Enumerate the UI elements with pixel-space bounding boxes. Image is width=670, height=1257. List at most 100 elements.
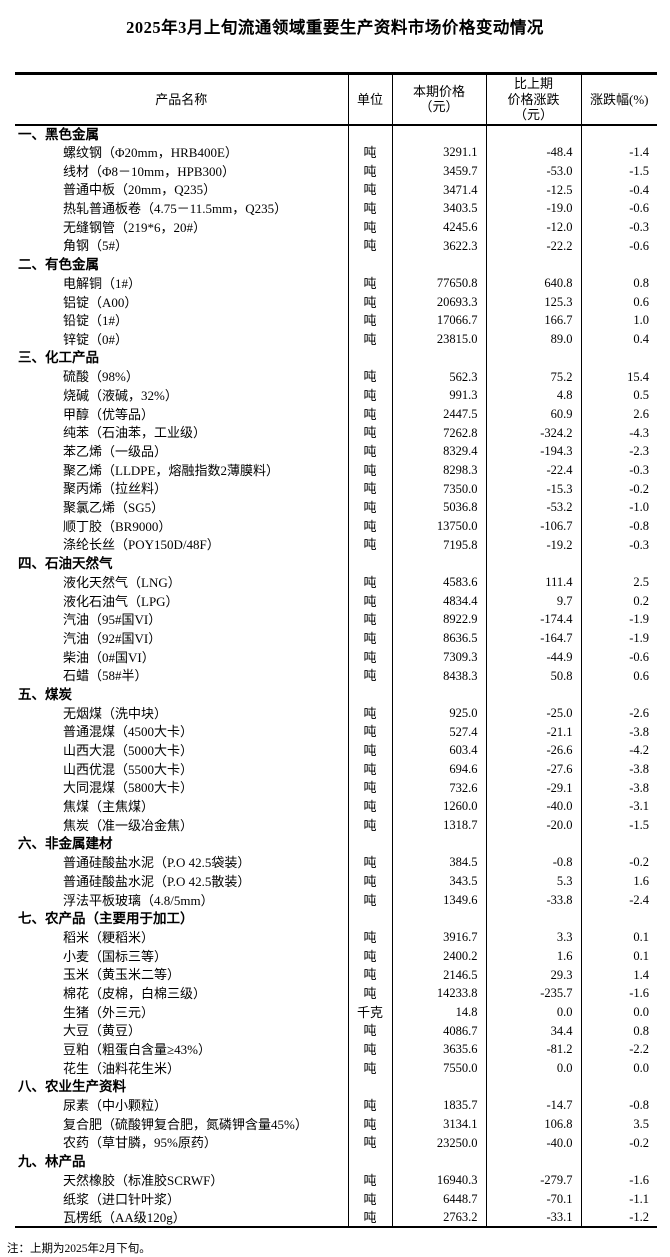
pct-cell: -0.2 <box>580 853 657 872</box>
table-row: 小麦（国标三等） 吨 2400.2 1.6 0.1 <box>15 946 657 966</box>
product-name-cell: 无烟煤（洗中块） <box>63 705 168 721</box>
product-name-cell: 稻米（粳稻米） <box>63 929 155 945</box>
section-row: 五、煤炭 <box>15 685 657 704</box>
price-cell: 4245.6 <box>391 217 486 237</box>
pct-cell: 0.6 <box>580 666 657 686</box>
pct-cell <box>580 1152 657 1171</box>
price-cell: 7309.3 <box>391 647 486 667</box>
price-cell: 17066.7 <box>391 311 486 331</box>
product-name-cell: 顺丁胶（BR9000） <box>63 518 172 534</box>
price-cell: 1835.7 <box>391 1096 486 1115</box>
pct-cell <box>580 1077 657 1097</box>
change-cell <box>485 255 581 274</box>
pct-cell: -1.5 <box>580 161 657 181</box>
table-row: 稻米（粳稻米） 吨 3916.7 3.3 0.1 <box>15 928 657 947</box>
product-name-cell: 天然橡胶（标准胶SCRWF） <box>63 1172 224 1188</box>
table-row: 普通硅酸盐水泥（P.O 42.5袋装） 吨 384.5 -0.8 -0.2 <box>15 853 657 872</box>
change-cell: 3.3 <box>485 928 581 947</box>
unit-cell: 吨 <box>347 516 392 536</box>
unit-cell: 吨 <box>347 1021 392 1041</box>
change-cell: 166.7 <box>485 311 581 331</box>
product-name-cell: 汽油（95#国VI） <box>63 612 162 628</box>
unit-cell: 吨 <box>347 367 392 387</box>
change-cell: -21.1 <box>485 722 581 742</box>
change-cell: 50.8 <box>485 666 581 686</box>
price-cell: 3471.4 <box>391 180 486 200</box>
change-cell: -44.9 <box>485 647 581 667</box>
unit-cell: 吨 <box>347 610 392 630</box>
price-cell: 603.4 <box>391 741 486 760</box>
product-name-cell: 复合肥（硫酸钾复合肥，氮磷钾含量45%） <box>63 1116 308 1132</box>
change-cell: -53.0 <box>485 161 581 181</box>
pct-cell: 0.8 <box>580 274 657 293</box>
product-name-cell: 烧碱（液碱，32%） <box>63 387 178 403</box>
product-name-cell: 电解铜（1#） <box>63 275 142 291</box>
change-cell: -70.1 <box>485 1189 581 1209</box>
change-cell: -194.3 <box>485 442 581 461</box>
pct-cell: -0.4 <box>580 180 657 200</box>
change-cell: -12.5 <box>485 180 581 200</box>
price-cell <box>391 1152 486 1171</box>
table-row: 螺纹钢（Φ20mm，HRB400E） 吨 3291.1 -48.4 -1.4 <box>15 143 657 162</box>
pct-cell: -3.8 <box>580 759 657 779</box>
product-name-cell: 无缝钢管（219*6，20#） <box>63 219 207 235</box>
section-label: 七、农产品（主要用于加工） <box>18 910 194 926</box>
table-row: 普通中板（20mm，Q235） 吨 3471.4 -12.5 -0.4 <box>15 180 657 200</box>
change-cell: -235.7 <box>485 984 581 1003</box>
unit-cell: 吨 <box>347 759 392 779</box>
pct-cell: -3.1 <box>580 797 657 816</box>
change-cell: 60.9 <box>485 404 581 424</box>
unit-cell <box>347 834 392 854</box>
price-cell: 5036.8 <box>391 498 486 517</box>
pct-cell: -1.6 <box>580 1171 657 1190</box>
price-cell: 16940.3 <box>391 1171 486 1190</box>
table-row: 焦炭（准一级冶金焦） 吨 1318.7 -20.0 -1.5 <box>15 815 657 835</box>
product-name-cell: 豆粕（粗蛋白含量≥43%） <box>63 1042 211 1058</box>
change-cell: -26.6 <box>485 741 581 760</box>
change-cell <box>485 1077 581 1097</box>
change-cell: -33.1 <box>485 1208 581 1228</box>
price-cell: 20693.3 <box>391 292 486 312</box>
unit-cell <box>347 1077 392 1097</box>
pct-cell <box>580 255 657 274</box>
change-cell <box>485 909 581 929</box>
price-cell: 3916.7 <box>391 928 486 947</box>
unit-cell: 吨 <box>347 217 392 237</box>
unit-cell: 吨 <box>347 386 392 405</box>
change-cell: -48.4 <box>485 143 581 162</box>
price-cell: 7195.8 <box>391 535 486 555</box>
pct-cell: 0.8 <box>580 1021 657 1041</box>
unit-cell <box>347 909 392 929</box>
unit-cell: 吨 <box>347 946 392 966</box>
change-cell: 75.2 <box>485 367 581 387</box>
change-cell: -164.7 <box>485 629 581 648</box>
price-cell: 562.3 <box>391 367 486 387</box>
pct-cell: -0.2 <box>580 1133 657 1153</box>
change-cell: -29.1 <box>485 778 581 798</box>
price-cell: 23815.0 <box>391 330 486 349</box>
pct-cell: -1.9 <box>580 629 657 648</box>
unit-cell: 吨 <box>347 890 392 910</box>
change-cell: -324.2 <box>485 423 581 443</box>
change-cell: 29.3 <box>485 965 581 985</box>
product-name-cell: 棉花（皮棉，白棉三级） <box>63 985 207 1001</box>
table-row: 大同混煤（5800大卡） 吨 732.6 -29.1 -3.8 <box>15 778 657 798</box>
table-row: 焦煤（主焦煤） 吨 1260.0 -40.0 -3.1 <box>15 797 657 816</box>
table-row: 农药（草甘膦，95%原药） 吨 23250.0 -40.0 -0.2 <box>15 1133 657 1153</box>
change-cell: -81.2 <box>485 1040 581 1059</box>
unit-cell: 吨 <box>347 666 392 686</box>
unit-cell: 吨 <box>347 498 392 517</box>
price-cell <box>391 124 486 144</box>
unit-cell: 吨 <box>347 311 392 331</box>
change-cell: -15.3 <box>485 479 581 499</box>
product-name-cell: 线材（Φ8－10mm，HPB300） <box>63 163 236 179</box>
pct-cell: -3.8 <box>580 778 657 798</box>
price-cell: 3635.6 <box>391 1040 486 1059</box>
pct-cell: 1.4 <box>580 965 657 985</box>
price-cell: 3622.3 <box>391 236 486 256</box>
table-row: 聚乙烯（LLDPE，熔融指数2薄膜料） 吨 8298.3 -22.4 -0.3 <box>15 460 657 480</box>
unit-cell: 吨 <box>347 1058 392 1078</box>
product-name-cell: 山西优混（5500大卡） <box>63 761 194 777</box>
price-cell: 4086.7 <box>391 1021 486 1041</box>
price-cell: 2763.2 <box>391 1208 486 1228</box>
